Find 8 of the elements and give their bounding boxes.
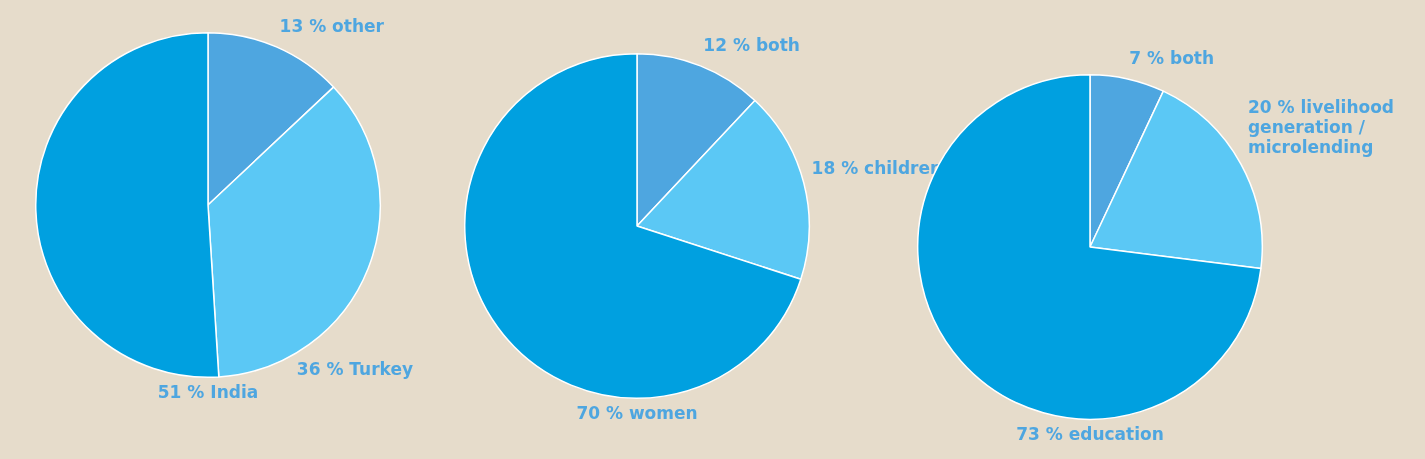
slice-label: 7 % both [1129, 48, 1215, 69]
slice-label: 20 % livelihood generation / microlending [1247, 97, 1395, 158]
slice-label: 36 % Turkey [296, 358, 414, 379]
slice-label: 13 % other [279, 16, 385, 37]
slice-label: 73 % education [1016, 424, 1164, 445]
slice-label: 12 % both [703, 35, 800, 56]
slice-label: 70 % women [576, 403, 698, 424]
slice-label: 51 % India [157, 382, 259, 403]
